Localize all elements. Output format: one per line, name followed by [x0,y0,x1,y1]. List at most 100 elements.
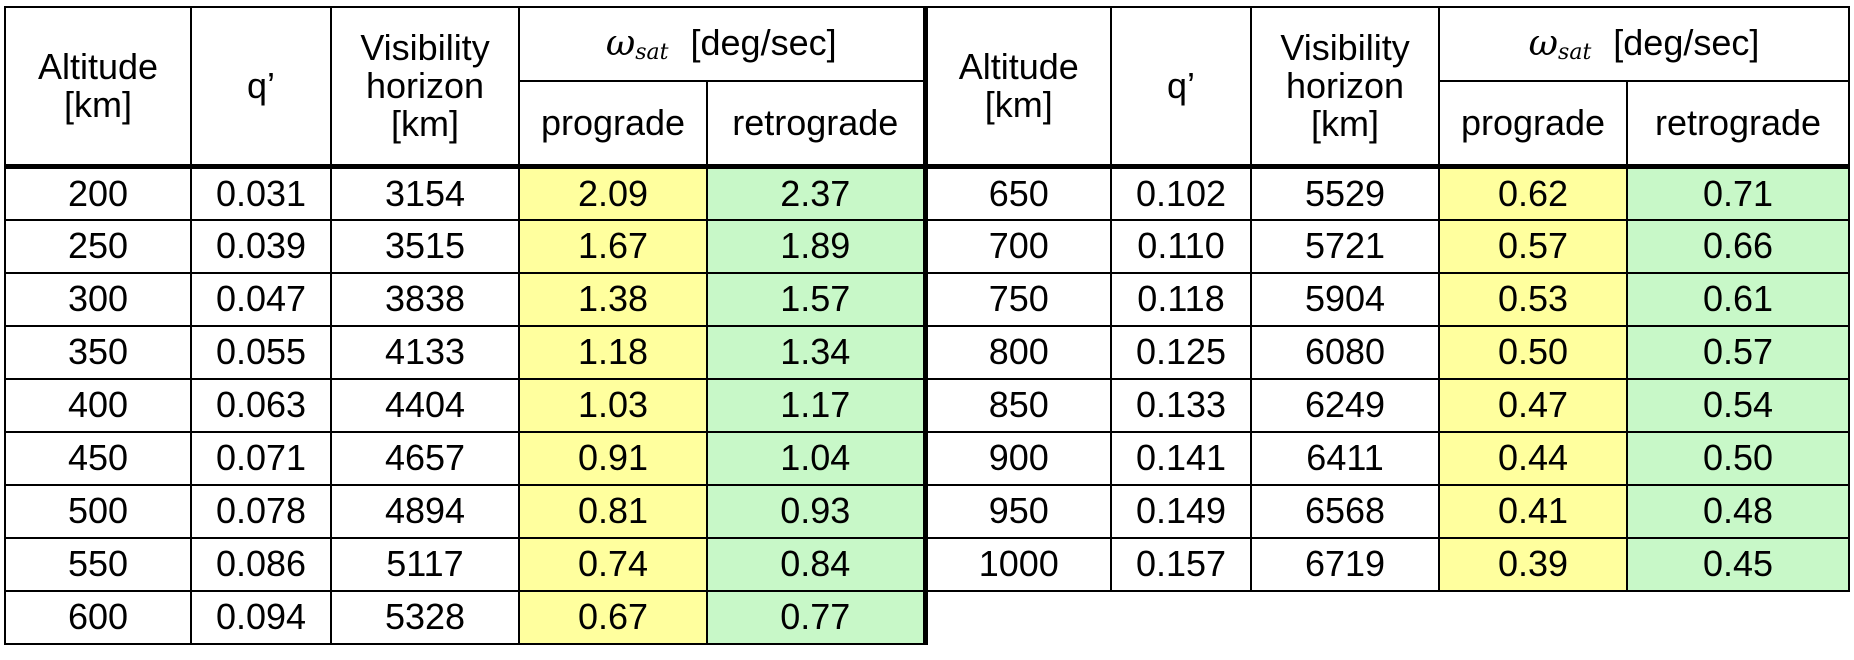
left-prograde-cell: 2.09 [518,165,708,221]
left-q-cell: 0.047 [190,271,332,327]
right-prograde-cell: 0.57 [1438,218,1629,274]
table-row: 200 0.031 3154 2.09 2.37 650 0.102 5529 0.62 0.71 [4,165,1851,221]
left-altitude-cell: 450 [4,430,192,486]
left-retrograde-cell: 1.04 [705,430,927,486]
left-q-cell: 0.039 [190,218,332,274]
right-q-cell: 0.118 [1110,271,1253,327]
left-prograde-cell: 1.67 [518,218,708,274]
left-q-cell: 0.055 [190,324,332,380]
right-retrograde-cell: 0.54 [1626,377,1851,433]
left-horizon-cell: 3515 [330,218,520,274]
table-row: 250 0.039 3515 1.67 1.89 700 0.110 5721 0.57 0.66 [4,218,1851,274]
right-retrograde-cell: 0.48 [1626,483,1851,539]
right-prograde-cell: 0.62 [1438,165,1629,221]
table-header: Altitude [km] q’ Visibility horizon [km]… [4,6,1851,169]
left-altitude-cell: 600 [4,589,192,645]
right-horizon-cell: 6568 [1250,483,1441,539]
right-retrograde-cell: 0.71 [1626,165,1851,221]
right-q-cell: 0.157 [1110,536,1253,592]
table-row: 350 0.055 4133 1.18 1.34 800 0.125 6080 0.50 0.57 [4,324,1851,380]
left-retrograde-cell: 1.57 [705,271,927,327]
header-visibility-horizon-right: Visibility horizon [km] [1250,6,1441,169]
table-row: 450 0.071 4657 0.91 1.04 900 0.141 6411 0.44 0.50 [4,430,1851,486]
left-retrograde-cell: 1.17 [705,377,927,433]
left-horizon-cell: 4133 [330,324,520,380]
right-altitude-cell: 650 [922,165,1113,221]
omega-symbol: ωsat [605,22,669,65]
left-horizon-cell: 3838 [330,271,520,327]
left-prograde-cell: 1.03 [518,377,708,433]
left-altitude-cell: 250 [4,218,192,274]
header-retrograde-right: retrograde [1626,80,1851,169]
left-horizon-cell: 3154 [330,165,520,221]
omega-unit: [deg/sec] [1613,21,1760,63]
left-q-cell: 0.071 [190,430,332,486]
right-q-cell: 0.125 [1110,324,1253,380]
header-retrograde-left: retrograde [705,80,927,169]
table-row: 300 0.047 3838 1.38 1.57 750 0.118 5904 0.53 0.61 [4,271,1851,327]
header-prograde-right: prograde [1438,80,1629,169]
right-altitude-cell: 900 [922,430,1113,486]
right-altitude-cell: 1000 [922,536,1113,592]
right-retrograde-cell: 0.45 [1626,536,1851,592]
header-visibility-horizon-left: Visibility horizon [km] [330,6,520,169]
right-horizon-cell: 5721 [1250,218,1441,274]
left-retrograde-cell: 2.37 [705,165,927,221]
omega-symbol: ωsat [1528,22,1592,65]
left-horizon-cell: 4657 [330,430,520,486]
left-altitude-cell: 300 [4,271,192,327]
right-retrograde-cell: 0.61 [1626,271,1851,327]
right-q-cell: 0.102 [1110,165,1253,221]
left-horizon-cell: 5117 [330,536,520,592]
right-altitude-cell: 850 [922,377,1113,433]
left-prograde-cell: 0.67 [518,589,708,645]
right-prograde-cell: 0.44 [1438,430,1629,486]
left-altitude-cell: 200 [4,165,192,221]
right-q-cell: 0.149 [1110,483,1253,539]
right-prograde-cell: 0.50 [1438,324,1629,380]
right-altitude-cell: 700 [922,218,1113,274]
right-horizon-cell: 5904 [1250,271,1441,327]
right-horizon-cell: 5529 [1250,165,1441,221]
left-horizon-cell: 4894 [330,483,520,539]
left-retrograde-cell: 0.84 [705,536,927,592]
left-q-cell: 0.086 [190,536,332,592]
right-retrograde-cell: 0.66 [1626,218,1851,274]
header-q-prime-left: q’ [190,6,332,169]
header-altitude-right: Altitude [km] [922,6,1113,169]
left-altitude-cell: 500 [4,483,192,539]
left-q-cell: 0.063 [190,377,332,433]
omega-unit: [deg/sec] [690,21,837,63]
left-altitude-cell: 550 [4,536,192,592]
left-retrograde-cell: 0.93 [705,483,927,539]
right-q-cell: 0.110 [1110,218,1253,274]
right-horizon-cell: 6080 [1250,324,1441,380]
left-retrograde-cell: 1.34 [705,324,927,380]
right-prograde-cell: 0.39 [1438,536,1629,592]
left-q-cell: 0.094 [190,589,332,645]
right-q-cell: 0.133 [1110,377,1253,433]
header-omega-sat-right: ωsat [deg/sec] [1438,6,1851,82]
left-horizon-cell: 4404 [330,377,520,433]
header-altitude-left: Altitude [km] [4,6,192,169]
right-empty-cell [922,589,1850,644]
header-omega-sat-left: ωsat [deg/sec] [517,6,927,82]
satellite-angular-velocity-table: Altitude [km] q’ Visibility horizon [km]… [4,6,1851,645]
left-prograde-cell: 0.91 [518,430,708,486]
left-prograde-cell: 0.81 [518,483,708,539]
right-q-cell: 0.141 [1110,430,1253,486]
right-altitude-cell: 950 [922,483,1113,539]
left-altitude-cell: 350 [4,324,192,380]
left-retrograde-cell: 1.89 [705,218,927,274]
left-q-cell: 0.078 [190,483,332,539]
right-horizon-cell: 6411 [1250,430,1441,486]
right-prograde-cell: 0.53 [1438,271,1629,327]
right-prograde-cell: 0.41 [1438,483,1629,539]
left-prograde-cell: 1.38 [518,271,708,327]
left-q-cell: 0.031 [190,165,332,221]
right-retrograde-cell: 0.57 [1626,324,1851,380]
table-row: 500 0.078 4894 0.81 0.93 950 0.149 6568 0.41 0.48 [4,483,1851,539]
left-prograde-cell: 1.18 [518,324,708,380]
table-body: 200 0.031 3154 2.09 2.37 650 0.102 5529 0.62 0.71… [4,165,1851,645]
table-row: 600 0.094 5328 0.67 0.77 [4,589,1850,645]
